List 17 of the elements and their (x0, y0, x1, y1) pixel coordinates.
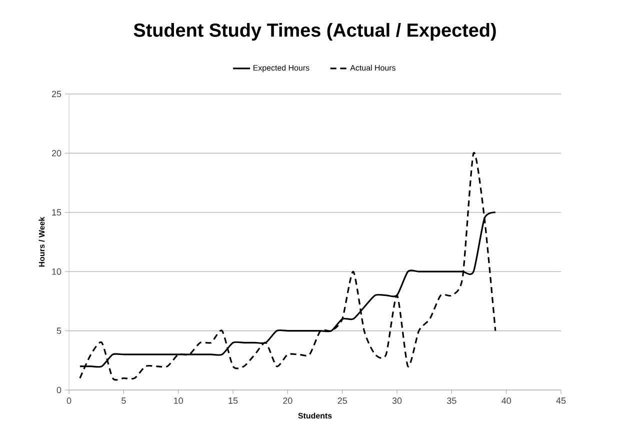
x-tick-label: 45 (556, 398, 566, 404)
x-tick-label: 5 (122, 398, 126, 404)
x-tick-label: 25 (338, 398, 347, 404)
y-tick-label: 0 (56, 386, 62, 394)
y-tick-label: 25 (52, 90, 62, 98)
x-tick-label: 20 (283, 398, 292, 404)
chart-title: Student Study Times (Actual / Expected) (134, 22, 496, 41)
x-tick-label: 0 (66, 398, 72, 404)
y-tick-label: 5 (56, 328, 62, 334)
x-tick-label: 30 (392, 398, 402, 404)
y-tick-label: 10 (52, 268, 62, 275)
x-tick-label: 15 (228, 398, 238, 404)
x-tick-label: 35 (447, 398, 456, 404)
y-tick-label: 15 (52, 209, 62, 216)
y-tick-label: 20 (52, 150, 62, 156)
x-tick-label: 10 (174, 398, 183, 404)
x-tick-label: 40 (502, 398, 511, 404)
